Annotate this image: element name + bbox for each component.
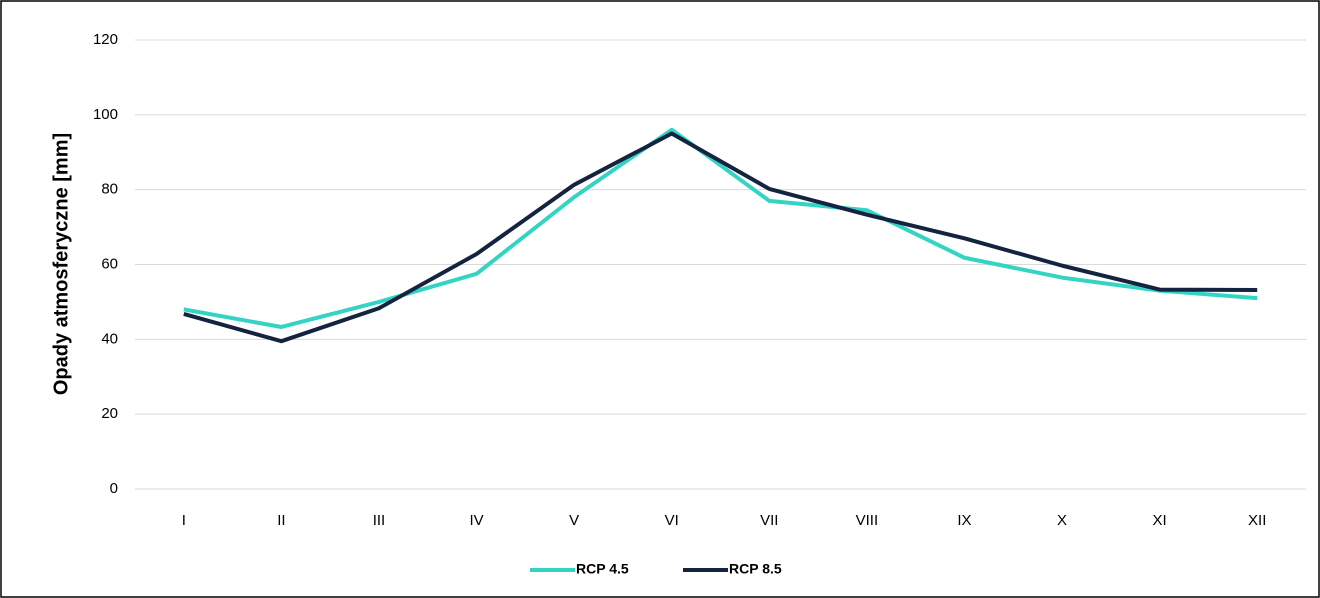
x-tick-label: VII xyxy=(760,512,778,529)
legend-label: RCP 4.5 xyxy=(576,561,629,577)
y-tick-label: 100 xyxy=(93,106,118,123)
y-tick-label: 40 xyxy=(101,330,118,347)
x-tick-label: XI xyxy=(1153,512,1167,529)
y-tick-label: 20 xyxy=(101,405,118,422)
y-tick-label: 0 xyxy=(110,480,118,497)
y-tick-label: 80 xyxy=(101,181,118,198)
x-tick-label: III xyxy=(373,512,386,529)
series-line xyxy=(183,127,1258,329)
x-tick-label: VI xyxy=(665,512,679,529)
y-tick-label: 120 xyxy=(93,31,118,48)
y-tick-label: 60 xyxy=(101,255,118,272)
x-tick-label: II xyxy=(277,512,285,529)
x-tick-label: V xyxy=(569,512,579,529)
y-axis-label: Opady atmosferyczne [mm] xyxy=(50,133,72,395)
legend-label: RCP 8.5 xyxy=(729,561,782,577)
x-tick-label: IV xyxy=(469,512,483,529)
x-tick-label: XII xyxy=(1248,512,1266,529)
x-tick-label: IX xyxy=(957,512,971,529)
x-tick-label: I xyxy=(182,512,186,529)
x-tick-label: X xyxy=(1057,512,1067,529)
x-tick-label: VIII xyxy=(856,512,879,529)
series-line xyxy=(183,131,1258,344)
